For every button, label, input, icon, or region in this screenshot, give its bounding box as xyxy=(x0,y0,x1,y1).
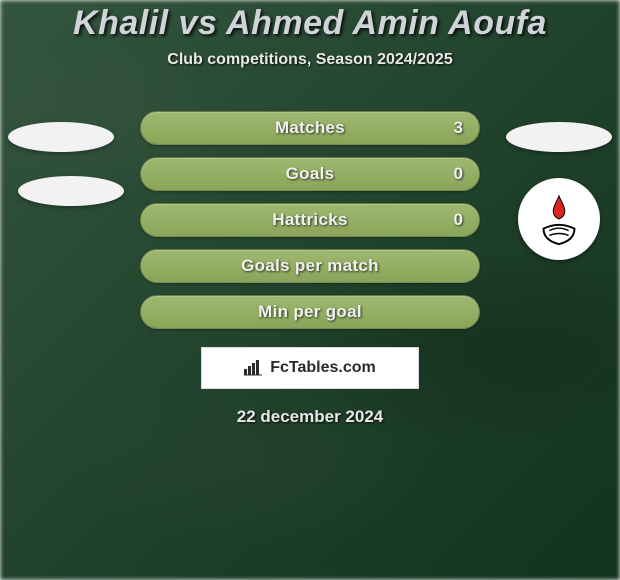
stat-label: Min per goal xyxy=(258,302,362,322)
stat-value: 0 xyxy=(454,210,463,230)
attribution-badge: FcTables.com xyxy=(201,347,419,389)
club-crest xyxy=(518,178,600,260)
stat-row-matches: Matches 3 xyxy=(140,111,480,145)
club-crest-icon xyxy=(530,190,588,248)
stat-row-goals: Goals 0 xyxy=(140,157,480,191)
stat-value: 3 xyxy=(454,118,463,138)
player-left-placeholder-2 xyxy=(18,176,124,206)
player-left-placeholder-1 xyxy=(8,122,114,152)
date-label: 22 december 2024 xyxy=(0,407,620,427)
player-right-placeholder xyxy=(506,122,612,152)
page-subtitle: Club competitions, Season 2024/2025 xyxy=(0,51,620,69)
page-title: Khalil vs Ahmed Amin Aoufa xyxy=(0,4,620,43)
stat-row-min-per-goal: Min per goal xyxy=(140,295,480,329)
stat-row-goals-per-match: Goals per match xyxy=(140,249,480,283)
stat-value: 0 xyxy=(454,164,463,184)
stat-label: Hattricks xyxy=(272,210,347,230)
attribution-text: FcTables.com xyxy=(270,359,376,377)
stat-label: Goals xyxy=(286,164,335,184)
stat-label: Goals per match xyxy=(241,256,379,276)
bar-chart-icon xyxy=(244,359,264,377)
stat-label: Matches xyxy=(275,118,345,138)
stat-row-hattricks: Hattricks 0 xyxy=(140,203,480,237)
